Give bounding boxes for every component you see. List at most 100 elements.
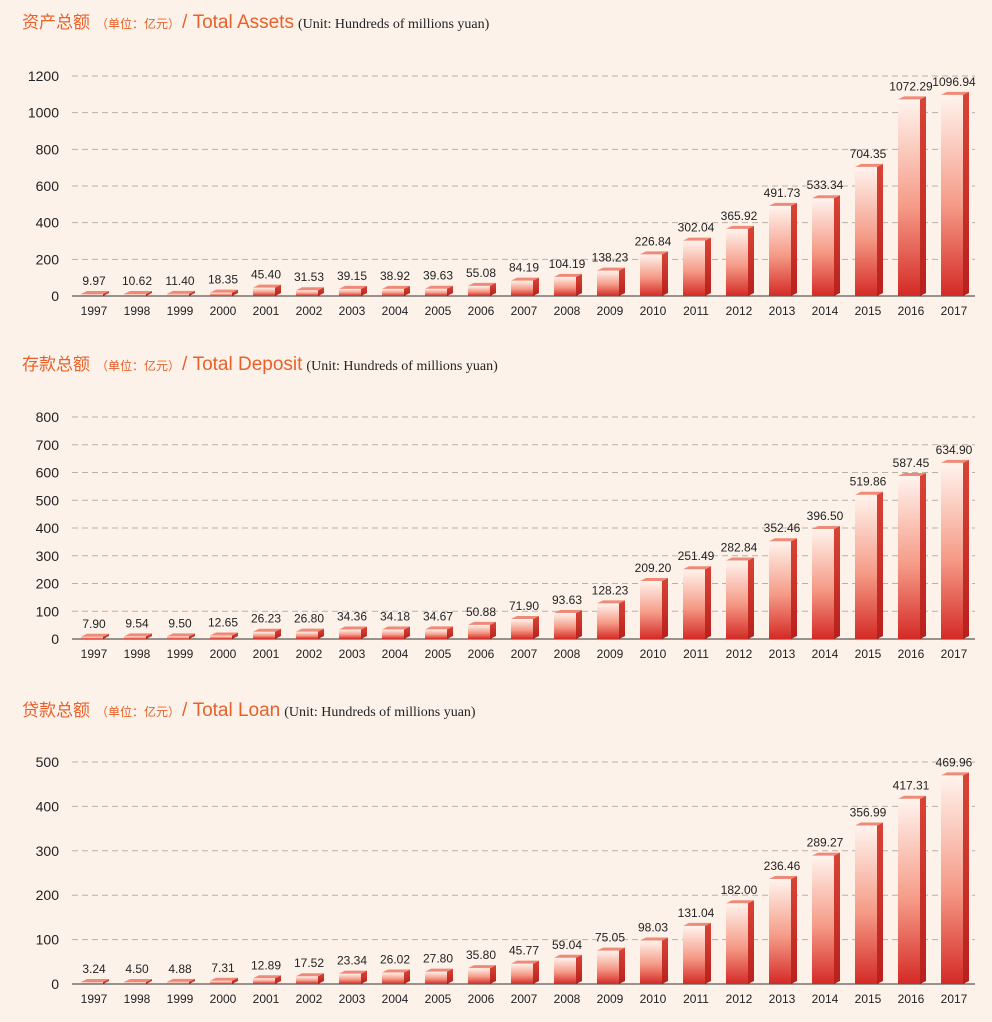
bar-side <box>189 978 195 984</box>
bar <box>339 285 367 296</box>
x-tick-label: 2013 <box>769 992 796 1006</box>
bar <box>941 459 969 639</box>
bar <box>210 632 238 639</box>
x-tick-label: 2005 <box>425 992 452 1006</box>
bar-top <box>511 960 539 964</box>
chart-total-loan: 贷款总额 （单位：亿元） / Total Loan (Unit: Hundreds o… <box>0 688 992 1018</box>
bar <box>339 626 367 639</box>
bar <box>597 600 625 639</box>
bar-front <box>124 294 146 296</box>
bar <box>296 973 324 984</box>
bar <box>812 195 840 296</box>
chart-title: 资产总额 （单位：亿元） / Total Assets (Unit: Hundreds… <box>22 8 489 34</box>
bar <box>769 876 797 984</box>
y-tick-label: 800 <box>36 409 60 425</box>
y-tick-label: 600 <box>36 465 60 481</box>
bar-top <box>683 237 711 241</box>
bar-front <box>726 228 748 296</box>
bar-front <box>597 950 619 984</box>
bar-chart-svg: 0 100 200 300 400 500 3.24 1997 4.50 1998 4.88 1999… <box>36 754 975 1006</box>
data-label: 39.63 <box>423 269 453 283</box>
bar-front <box>769 205 791 296</box>
bar <box>554 610 582 639</box>
bar-front <box>941 462 963 639</box>
bar <box>726 900 754 984</box>
y-tick-label: 400 <box>36 520 60 536</box>
x-tick-label: 1999 <box>167 992 194 1006</box>
bar-side <box>576 954 582 984</box>
bar-front <box>124 982 146 984</box>
bar-top <box>812 525 840 529</box>
bar-top <box>812 195 840 199</box>
x-tick-label: 1997 <box>81 992 108 1006</box>
bar-top <box>769 538 797 542</box>
bar-front <box>511 963 533 984</box>
bar-side <box>318 287 324 296</box>
bar-front <box>425 971 447 984</box>
x-tick-label: 2012 <box>726 992 753 1006</box>
bar-side <box>361 970 367 984</box>
x-tick-label: 1999 <box>167 304 194 318</box>
bar-top <box>683 922 711 926</box>
bar-top <box>597 947 625 951</box>
bar-side <box>705 237 711 296</box>
data-label: 38.92 <box>380 269 410 283</box>
bar-side <box>361 626 367 639</box>
data-label: 396.50 <box>807 509 844 523</box>
bar <box>425 285 453 296</box>
x-tick-label: 2003 <box>339 647 366 661</box>
data-label: 417.31 <box>893 779 930 793</box>
y-tick-label: 500 <box>36 754 60 770</box>
x-tick-label: 2003 <box>339 304 366 318</box>
bar-top <box>210 289 238 293</box>
bar-chart-svg: 0 100 200 300 400 500 600 700 800 7.90 1997 9.54 199… <box>36 409 975 661</box>
data-label: 469.96 <box>936 755 973 769</box>
bar <box>597 947 625 984</box>
bar <box>382 285 410 296</box>
unit-chinese: （单位：亿元） <box>96 17 181 31</box>
bar <box>898 96 926 296</box>
bar-top <box>941 772 969 776</box>
x-tick-label: 1999 <box>167 647 194 661</box>
bar-front <box>124 636 146 639</box>
bar-side <box>533 616 539 639</box>
data-label: 104.19 <box>549 257 586 271</box>
bar-front <box>339 629 361 639</box>
bar-front <box>855 825 877 984</box>
y-tick-label: 700 <box>36 437 60 453</box>
bar-front <box>683 240 705 296</box>
title-english: / Total Loan <box>182 700 281 721</box>
chart-total-deposit: 存款总额 （单位：亿元） / Total Deposit (Unit: Hundred… <box>0 342 992 672</box>
bar-front <box>253 978 275 984</box>
x-tick-label: 2000 <box>210 647 237 661</box>
bar-front <box>210 980 232 984</box>
bar-front <box>425 288 447 296</box>
data-label: 302.04 <box>678 221 715 235</box>
data-label: 34.36 <box>337 609 367 623</box>
bar-side <box>318 973 324 984</box>
bar-top <box>640 577 668 581</box>
data-label: 71.90 <box>509 599 539 613</box>
data-label: 519.86 <box>850 475 887 489</box>
bar-top <box>210 632 238 636</box>
x-tick-label: 1998 <box>124 992 151 1006</box>
bar <box>511 960 539 984</box>
bar-top <box>855 491 883 495</box>
bar-side <box>963 459 969 639</box>
y-tick-label: 300 <box>36 548 60 564</box>
x-tick-label: 2003 <box>339 992 366 1006</box>
bar-front <box>468 624 490 639</box>
x-tick-label: 2013 <box>769 647 796 661</box>
unit-chinese: （单位：亿元） <box>96 359 181 373</box>
bar-front <box>640 940 662 984</box>
bar <box>253 628 281 639</box>
bar <box>124 633 152 639</box>
bar-side <box>146 633 152 639</box>
bar-side <box>834 195 840 296</box>
x-tick-label: 2000 <box>210 992 237 1006</box>
bar-side <box>619 600 625 639</box>
bar-side <box>447 968 453 984</box>
bar <box>640 937 668 984</box>
y-tick-label: 0 <box>51 288 59 304</box>
bar-front <box>468 968 490 984</box>
